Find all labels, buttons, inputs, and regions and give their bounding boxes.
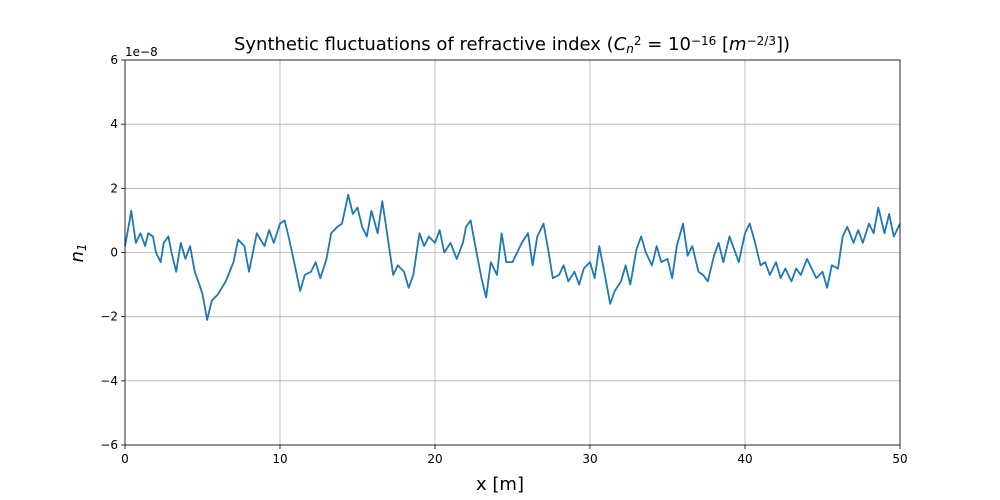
y-tick-label: 6 <box>110 53 118 67</box>
y-tick-label: −2 <box>100 310 118 324</box>
y-axis-label: n1 <box>67 243 89 262</box>
text-part: = 10 <box>642 34 691 55</box>
text-part: C <box>614 34 627 55</box>
y-tick-label: 4 <box>110 117 118 131</box>
y-tick-label: −4 <box>100 374 118 388</box>
text-part: −2/3 <box>747 34 776 48</box>
text-part: ]) <box>776 34 790 55</box>
x-tick-label: 50 <box>892 452 907 466</box>
x-tick-label: 40 <box>737 452 752 466</box>
x-tick-label: 10 <box>272 452 287 466</box>
ticks: 0 10 20 30 40 50 −6 −4 −2 0 2 4 6 <box>100 53 907 466</box>
plot-area <box>124 193 901 321</box>
text-part: 1 <box>75 243 89 251</box>
y-tick-label: 0 <box>110 246 118 260</box>
x-axis-label: x [m] <box>476 474 524 495</box>
x-tick-label: 0 <box>121 452 129 466</box>
text-part: −16 <box>691 34 716 48</box>
data-line <box>124 193 901 321</box>
text-part: n <box>626 42 634 56</box>
text-part: n <box>67 251 88 262</box>
text-part: 2 <box>634 34 642 48</box>
text-part: [ <box>716 34 729 55</box>
chart-title: Synthetic fluctuations of refractive ind… <box>234 34 790 56</box>
y-tick-label: 2 <box>110 181 118 195</box>
y-tick-label: −6 <box>100 438 118 452</box>
text-part: Synthetic fluctuations of refractive ind… <box>234 34 614 55</box>
y-offset-label: 1e−8 <box>125 45 158 59</box>
x-tick-label: 30 <box>582 452 597 466</box>
x-tick-label: 20 <box>427 452 442 466</box>
text-part: m <box>729 34 747 55</box>
